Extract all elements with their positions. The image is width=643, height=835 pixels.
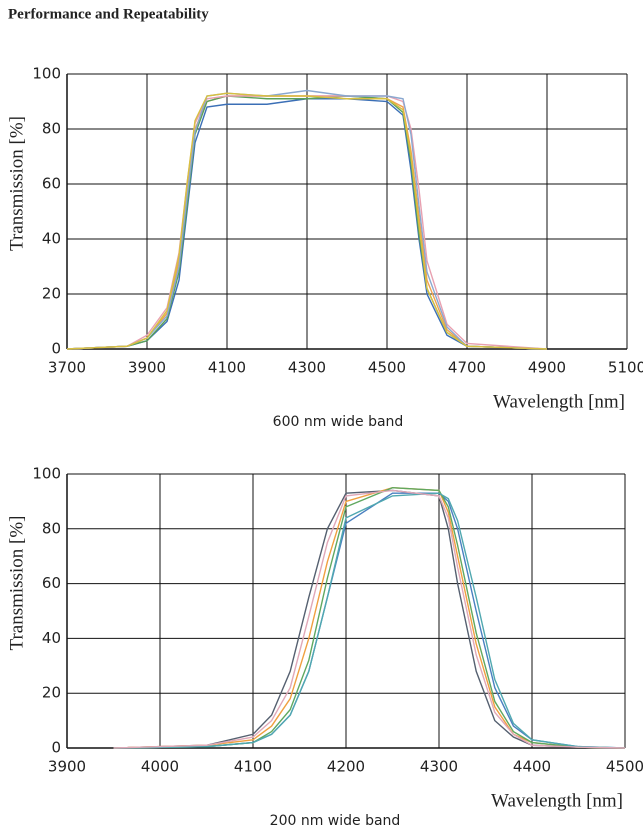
series-line: [113, 489, 626, 749]
x-tick-label: 4200: [327, 758, 365, 776]
y-tick-label: 40: [42, 629, 61, 647]
x-tick-label: 3700: [48, 359, 86, 377]
series-line: [113, 486, 626, 749]
x-tick-label: 4700: [448, 359, 486, 377]
y-tick-label: 0: [51, 340, 61, 358]
y-tick-label: 40: [42, 230, 61, 248]
x-axis-title: Wavelength [nm]: [493, 391, 625, 412]
x-tick-label: 3900: [128, 359, 166, 377]
page-title: Performance and Repeatability: [8, 6, 209, 22]
x-tick-label: 3900: [48, 758, 86, 776]
x-tick-label: 4300: [288, 359, 326, 377]
series-line: [66, 98, 548, 350]
x-tick-label: 4500: [368, 359, 406, 377]
series-line: [113, 486, 626, 749]
series-line: [113, 492, 626, 749]
x-tick-label: 5100: [608, 359, 643, 377]
y-tick-label: 100: [32, 465, 61, 483]
y-axis-title: Transmission [%]: [6, 516, 27, 651]
y-tick-label: 20: [42, 684, 61, 702]
x-axis-title: Wavelength [nm]: [491, 790, 623, 811]
y-tick-label: 60: [42, 574, 61, 592]
chart-caption: 200 nm wide band: [270, 813, 401, 829]
y-tick-label: 60: [42, 175, 61, 193]
series-line: [66, 92, 548, 350]
y-tick-label: 100: [32, 65, 61, 83]
x-tick-label: 4400: [513, 758, 551, 776]
x-tick-label: 4100: [234, 758, 272, 776]
x-tick-label: 4900: [528, 359, 566, 377]
chart-caption: 600 nm wide band: [273, 414, 404, 430]
x-tick-label: 4500: [606, 758, 643, 776]
series-line: [66, 89, 548, 350]
y-tick-label: 80: [42, 519, 61, 537]
y-tick-label: 0: [51, 739, 61, 757]
y-tick-label: 20: [42, 285, 61, 303]
x-tick-label: 4300: [420, 758, 458, 776]
x-tick-label: 4000: [141, 758, 179, 776]
x-tick-label: 4100: [208, 359, 246, 377]
y-axis-title: Transmission [%]: [6, 116, 27, 251]
series-line: [113, 492, 626, 749]
y-tick-label: 80: [42, 120, 61, 138]
